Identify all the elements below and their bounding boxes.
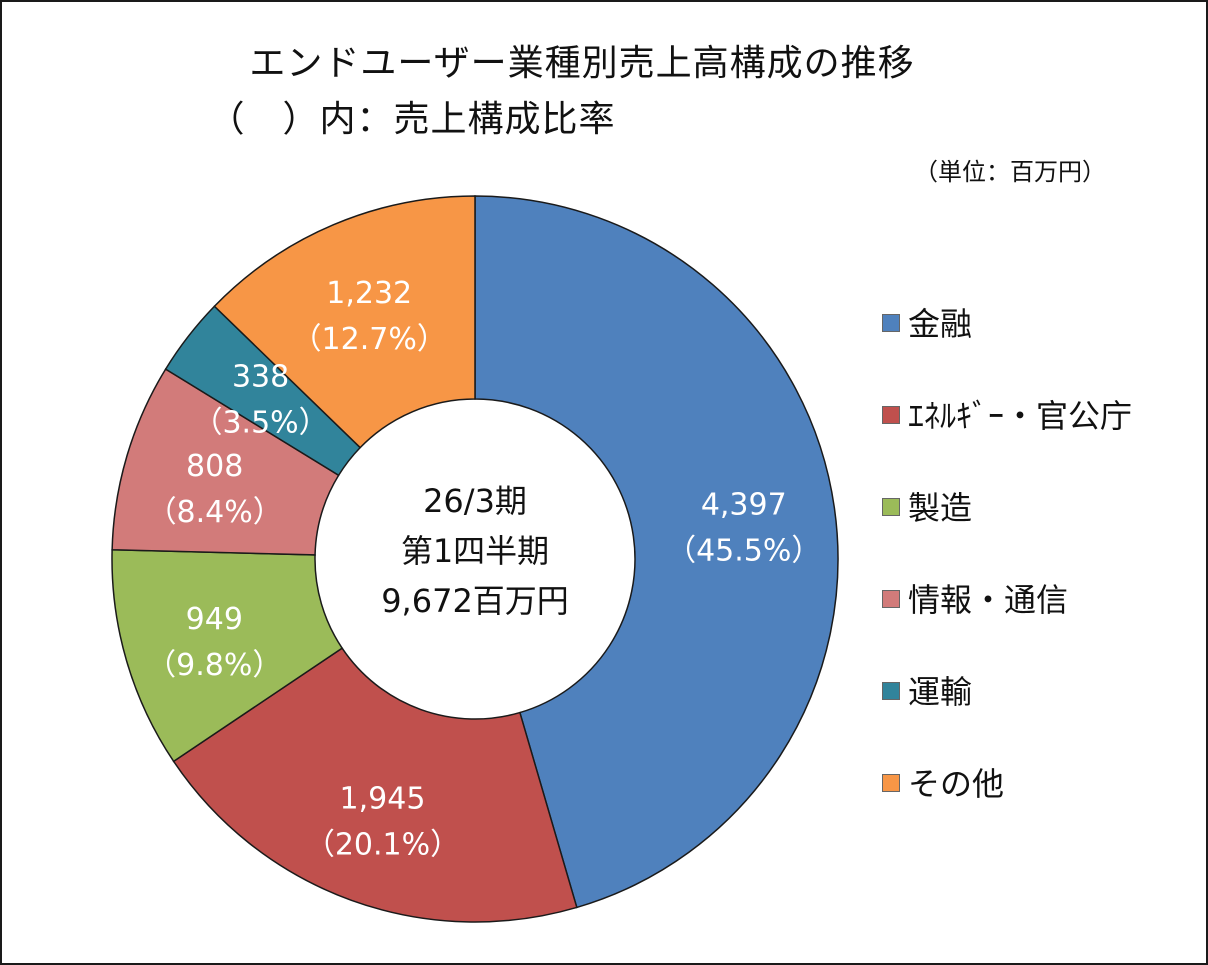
slice-0 [474, 195, 839, 909]
center-label-period: 26/3期 [423, 482, 527, 520]
legend-item: 製造 [882, 486, 1132, 578]
slice-3 [111, 368, 340, 556]
legend-item: 情報・通信 [882, 578, 1132, 670]
slice-percent-label: （45.5%） [666, 534, 821, 569]
slice-1 [172, 647, 578, 923]
legend-label: 製造 [908, 489, 973, 527]
legend-label: その他 [908, 765, 1005, 803]
center-label-quarter: 第1四半期 [401, 532, 549, 570]
slice-percent-label: （9.8%） [146, 648, 282, 683]
center-label-total: 9,672百万円 [381, 582, 569, 620]
legend-swatch [882, 314, 900, 332]
slice-2 [111, 548, 344, 763]
legend-item: ｴﾈﾙｷﾞｰ・官公庁 [882, 394, 1132, 486]
unit-label: （単位：百万円） [914, 158, 1106, 186]
legend-swatch [882, 406, 900, 424]
legend-swatch [882, 590, 900, 608]
legend-swatch [882, 498, 900, 516]
legend-label: 金融 [908, 305, 973, 343]
slice-percent-label: （3.5%） [192, 405, 328, 440]
legend-item: 金融 [882, 302, 1132, 394]
legend-swatch [882, 682, 900, 700]
legend-label: 運輸 [908, 673, 973, 711]
chart-subtitle: （ ）内：売上構成比率 [208, 99, 616, 140]
chart-title: エンドユーザー業種別売上高構成の推移 [249, 43, 915, 84]
slice-value-label: 1,945 [340, 781, 426, 816]
slice-percent-label: （20.1%） [305, 827, 460, 862]
legend-label: ｴﾈﾙｷﾞｰ・官公庁 [908, 397, 1133, 435]
legend-item: その他 [882, 762, 1132, 854]
slice-5 [213, 195, 476, 449]
slice-value-label: 4,397 [701, 488, 787, 523]
slice-percent-label: （12.7%） [292, 322, 447, 357]
slice-value-label: 808 [186, 449, 243, 484]
slice-value-label: 949 [186, 602, 243, 637]
legend-swatch [882, 774, 900, 792]
slice-value-label: 338 [232, 359, 289, 394]
slice-value-label: 1,232 [326, 276, 412, 311]
legend-item: 運輸 [882, 670, 1132, 762]
legend-label: 情報・通信 [908, 581, 1069, 619]
chart-legend: 金融 ｴﾈﾙｷﾞｰ・官公庁 製造情報・通信運輸その他 [882, 302, 1132, 854]
slice-percent-label: （8.4%） [147, 495, 283, 530]
